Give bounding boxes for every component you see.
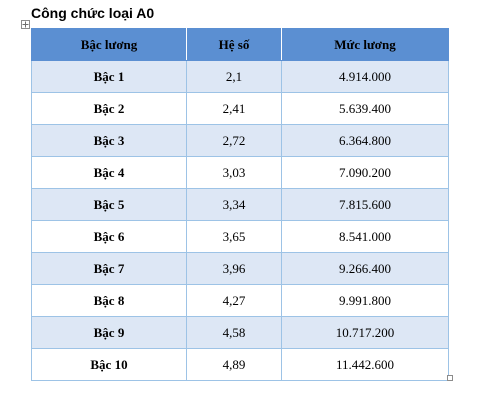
grade-cell: Bậc 3 bbox=[31, 124, 187, 157]
header-grade: Bậc lương bbox=[31, 28, 187, 61]
coefficient-cell: 4,27 bbox=[186, 284, 282, 317]
grade-cell: Bậc 2 bbox=[31, 92, 187, 125]
table-row: Bậc 4 3,03 7.090.200 bbox=[31, 156, 449, 189]
salary-cell: 9.991.800 bbox=[281, 284, 449, 317]
salary-cell: 8.541.000 bbox=[281, 220, 449, 253]
table-body: Bậc 1 2,1 4.914.000 Bậc 2 2,41 5.639.400… bbox=[31, 60, 449, 381]
header-coefficient: Hệ số bbox=[186, 28, 282, 61]
coefficient-cell: 3,96 bbox=[186, 252, 282, 285]
header-salary: Mức lương bbox=[281, 28, 449, 61]
table-row: Bậc 8 4,27 9.991.800 bbox=[31, 284, 449, 317]
table-resize-handle[interactable] bbox=[447, 375, 453, 381]
salary-cell: 5.639.400 bbox=[281, 92, 449, 125]
table-row: Bậc 2 2,41 5.639.400 bbox=[31, 92, 449, 125]
salary-cell: 11.442.600 bbox=[281, 348, 449, 381]
salary-cell: 9.266.400 bbox=[281, 252, 449, 285]
grade-cell: Bậc 10 bbox=[31, 348, 187, 381]
grade-cell: Bậc 6 bbox=[31, 220, 187, 253]
salary-cell: 10.717.200 bbox=[281, 316, 449, 349]
coefficient-cell: 2,41 bbox=[186, 92, 282, 125]
salary-table: Bậc lương Hệ số Mức lương Bậc 1 2,1 4.91… bbox=[31, 28, 449, 381]
table-row: Bậc 9 4,58 10.717.200 bbox=[31, 316, 449, 349]
coefficient-cell: 3,65 bbox=[186, 220, 282, 253]
move-icon bbox=[22, 21, 29, 28]
grade-cell: Bậc 4 bbox=[31, 156, 187, 189]
table-row: Bậc 10 4,89 11.442.600 bbox=[31, 348, 449, 381]
salary-cell: 7.090.200 bbox=[281, 156, 449, 189]
document-title: Công chức loại A0 bbox=[31, 5, 155, 21]
table-row: Bậc 5 3,34 7.815.600 bbox=[31, 188, 449, 221]
table-header: Bậc lương Hệ số Mức lương bbox=[31, 28, 449, 61]
grade-cell: Bậc 1 bbox=[31, 60, 187, 93]
coefficient-cell: 3,34 bbox=[186, 188, 282, 221]
table-row: Bậc 6 3,65 8.541.000 bbox=[31, 220, 449, 253]
table-row: Bậc 7 3,96 9.266.400 bbox=[31, 252, 449, 285]
grade-cell: Bậc 5 bbox=[31, 188, 187, 221]
coefficient-cell: 2,72 bbox=[186, 124, 282, 157]
coefficient-cell: 4,58 bbox=[186, 316, 282, 349]
grade-cell: Bậc 8 bbox=[31, 284, 187, 317]
header-row: Bậc lương Hệ số Mức lương bbox=[31, 28, 449, 61]
table-move-handle[interactable] bbox=[21, 20, 30, 29]
coefficient-cell: 2,1 bbox=[186, 60, 282, 93]
table-row: Bậc 3 2,72 6.364.800 bbox=[31, 124, 449, 157]
grade-cell: Bậc 7 bbox=[31, 252, 187, 285]
salary-cell: 7.815.600 bbox=[281, 188, 449, 221]
coefficient-cell: 4,89 bbox=[186, 348, 282, 381]
salary-cell: 4.914.000 bbox=[281, 60, 449, 93]
coefficient-cell: 3,03 bbox=[186, 156, 282, 189]
salary-cell: 6.364.800 bbox=[281, 124, 449, 157]
grade-cell: Bậc 9 bbox=[31, 316, 187, 349]
table-row: Bậc 1 2,1 4.914.000 bbox=[31, 60, 449, 93]
